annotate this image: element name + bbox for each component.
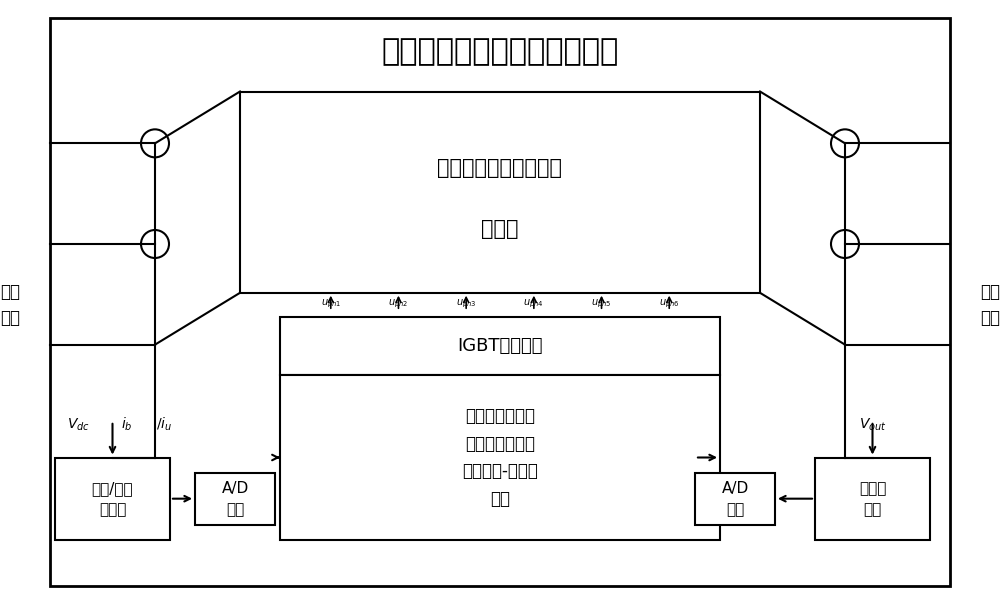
Text: $u_{ph5}$: $u_{ph5}$ bbox=[591, 298, 612, 310]
Text: 馈能
端口: 馈能 端口 bbox=[0, 284, 20, 326]
Text: 电压/电流
传感器: 电压/电流 传感器 bbox=[92, 481, 133, 517]
Text: A/D
模块: A/D 模块 bbox=[221, 481, 249, 517]
Text: $u_{ph2}$: $u_{ph2}$ bbox=[388, 298, 409, 310]
Text: A/D
模块: A/D 模块 bbox=[721, 481, 749, 517]
Text: $u_{ph3}$: $u_{ph3}$ bbox=[456, 298, 476, 310]
Text: $u_{ph4}$: $u_{ph4}$ bbox=[523, 298, 544, 310]
Text: 耗能
端口: 耗能 端口 bbox=[980, 284, 1000, 326]
Text: $V_{out}$: $V_{out}$ bbox=[859, 417, 886, 433]
Text: IGBT驱动模块: IGBT驱动模块 bbox=[457, 337, 543, 355]
Bar bbox=[240, 92, 760, 293]
Bar bbox=[195, 473, 275, 525]
Bar bbox=[280, 317, 720, 375]
Text: $u_{ph1}$: $u_{ph1}$ bbox=[321, 298, 341, 310]
Text: 变换器: 变换器 bbox=[481, 219, 519, 239]
Bar bbox=[695, 473, 775, 525]
Text: $V_{dc}$: $V_{dc}$ bbox=[67, 417, 90, 433]
Text: $/ i_u$: $/ i_u$ bbox=[156, 415, 172, 433]
Text: 基于扰动观测器
的滑模控制器与
广义比例-谐振控
制器: 基于扰动观测器 的滑模控制器与 广义比例-谐振控 制器 bbox=[462, 407, 538, 508]
Text: 六通道交错浮动双升压: 六通道交错浮动双升压 bbox=[438, 158, 562, 178]
Text: 电压传
感器: 电压传 感器 bbox=[859, 481, 886, 517]
Bar bbox=[815, 458, 930, 540]
Text: $i_b$: $i_b$ bbox=[121, 415, 132, 433]
Text: $u_{ph6}$: $u_{ph6}$ bbox=[659, 298, 680, 310]
Text: 便携式电动汽车能量互助装置: 便携式电动汽车能量互助装置 bbox=[381, 37, 619, 66]
Bar bbox=[280, 375, 720, 540]
Bar bbox=[55, 458, 170, 540]
